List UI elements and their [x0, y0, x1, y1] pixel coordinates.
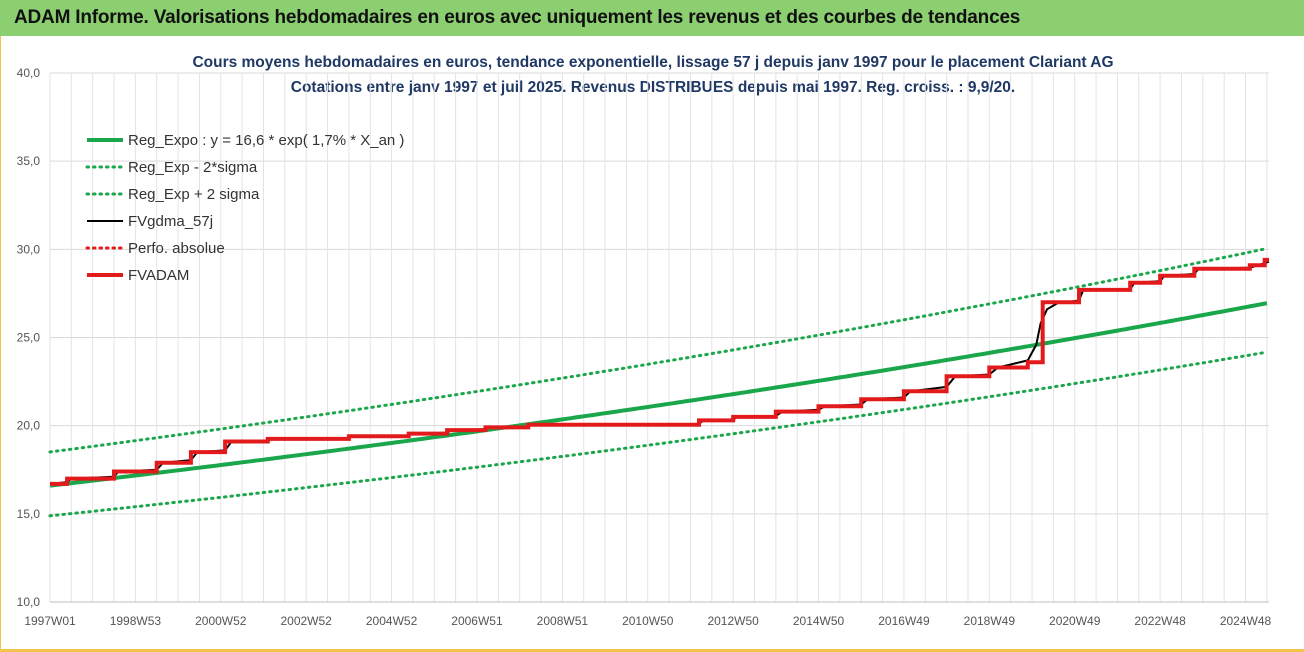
- legend-entry-label: FVADAM: [128, 267, 189, 284]
- x-tick-label: 2000W52: [195, 614, 247, 628]
- x-tick-label: 2004W52: [366, 614, 418, 628]
- fvgdma-line: [49, 260, 1270, 485]
- x-axis-ticks: 1997W01 1998W53 2000W52 2002W52 2004W52 2006W…: [24, 614, 1271, 628]
- y-tick-label: 35,0: [17, 154, 41, 168]
- x-tick-label: 2024W48: [1220, 614, 1272, 628]
- x-tick-label: 2010W50: [622, 614, 674, 628]
- x-tick-label: 2008W51: [537, 614, 589, 628]
- y-tick-label: 10,0: [17, 595, 41, 609]
- legend-entry-label: Perfo. absolue: [128, 240, 225, 257]
- legend-entry-label: FVgdma_57j: [128, 213, 213, 230]
- legend-entry-label: Reg_Exp - 2*sigma: [128, 159, 258, 176]
- reg-expo-line: [49, 301, 1268, 488]
- x-tick-label: 2022W48: [1134, 614, 1186, 628]
- chart-subtitle: Cotations entre janv 1997 et juil 2025. …: [290, 79, 1016, 96]
- x-tick-label: 1997W01: [24, 614, 76, 628]
- y-tick-label: 40,0: [17, 66, 41, 80]
- legend-entry-label: Reg_Expo : y = 16,6 * exp( 1,7% * X_an ): [128, 132, 404, 149]
- y-tick-label: 25,0: [17, 331, 41, 345]
- x-tick-label: 2018W49: [964, 614, 1016, 628]
- reg-minus-2sigma-line: [48, 350, 1269, 518]
- x-tick-label: 2006W51: [451, 614, 503, 628]
- y-axis-ticks: 10,0 15,0 20,0 25,0 30,0 35,0 40,0: [17, 66, 41, 609]
- chart-title: Cours moyens hebdomadaires en euros, ten…: [192, 54, 1114, 71]
- x-tick-label: 1998W53: [110, 614, 162, 628]
- gridlines: [49, 72, 1269, 603]
- fvadam-line: [50, 257, 1269, 486]
- chart-legend[interactable]: Reg_Expo : y = 16,6 * exp( 1,7% * X_an )…: [85, 132, 404, 284]
- x-tick-label: 2014W50: [793, 614, 845, 628]
- reg-plus-2sigma-line: [48, 247, 1269, 454]
- x-tick-label: 2012W50: [707, 614, 759, 628]
- chart-canvas: 10,0 15,0 20,0 25,0 30,0 35,0 40,0 1997W01 1998…: [17, 66, 1272, 628]
- legend-entry-label: Reg_Exp + 2 sigma: [128, 186, 260, 203]
- x-tick-label: 2020W49: [1049, 614, 1101, 628]
- y-tick-label: 30,0: [17, 242, 41, 256]
- report-title: ADAM Informe. Valorisations hebdomadaire…: [14, 7, 1021, 28]
- y-tick-label: 15,0: [17, 507, 41, 521]
- chart-series: [48, 247, 1270, 518]
- report-banner: ADAM Informe. Valorisations hebdomadaire…: [0, 0, 1304, 36]
- y-tick-label: 20,0: [17, 419, 41, 433]
- x-tick-label: 2002W52: [280, 614, 332, 628]
- x-tick-label: 2016W49: [878, 614, 930, 628]
- chart-area: Cours moyens hebdomadaires en euros, ten…: [0, 36, 1304, 652]
